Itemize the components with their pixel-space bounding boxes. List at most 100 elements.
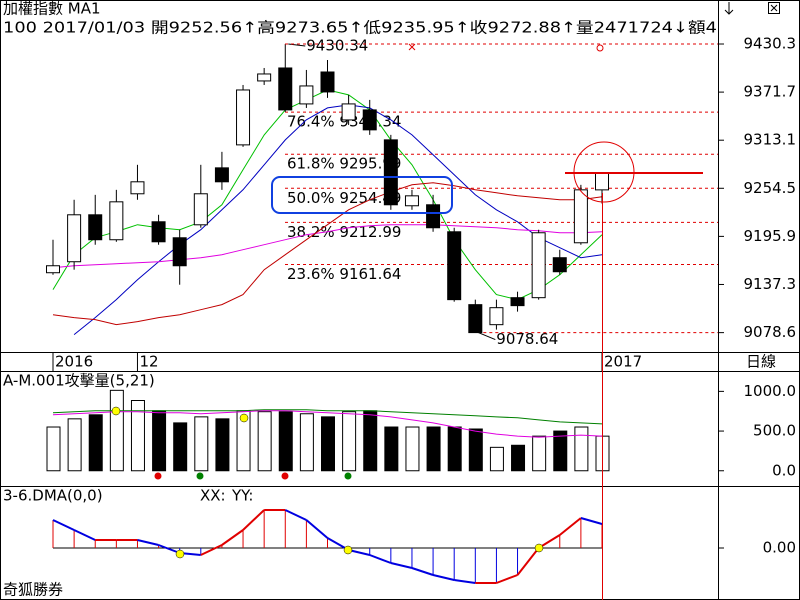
candle-body xyxy=(552,257,567,273)
volume-bar xyxy=(468,428,483,472)
x-tick-label: 12 xyxy=(139,353,158,371)
candle-body xyxy=(109,201,124,241)
highlight-box xyxy=(271,176,453,214)
dma-line xyxy=(516,547,540,576)
y-tick-label: 9078.6 xyxy=(744,323,797,341)
y-tick-label: 1000.0 xyxy=(744,382,797,400)
panel-title: A-M.001攻擊量(5,21) xyxy=(3,372,155,390)
icon[interactable] xyxy=(768,2,780,14)
signal-dot xyxy=(175,549,185,559)
candle-body xyxy=(278,67,293,111)
icon[interactable] xyxy=(724,9,734,15)
level-label: 23.6% 9161.64 xyxy=(287,265,401,283)
legend-entry: YY: xyxy=(231,487,253,505)
candle-body xyxy=(531,232,546,299)
y-tick-label: 9430.3 xyxy=(744,35,797,53)
volume-bar xyxy=(173,422,188,472)
candle-body xyxy=(362,109,377,131)
level-label: 50.0% 9254.49 xyxy=(287,189,401,207)
volume-bar xyxy=(511,444,526,472)
decorations xyxy=(111,43,703,600)
level-label: 38.2% 9212.99 xyxy=(287,223,401,241)
volume-bar xyxy=(109,389,124,472)
signal-dot xyxy=(111,406,121,416)
candle-body xyxy=(88,214,103,241)
volume-bar xyxy=(194,416,209,472)
candle-body xyxy=(341,103,356,121)
volume-bar xyxy=(215,418,230,472)
candle-body xyxy=(236,89,251,146)
candle-body xyxy=(193,193,208,226)
annotation-label: 9430.34 xyxy=(306,36,368,54)
panel-title: 3-6.DMA(0,0) xyxy=(3,487,103,505)
volume-bar xyxy=(447,426,462,472)
candle-body xyxy=(320,71,335,93)
dma-line xyxy=(242,509,265,531)
signal-dot xyxy=(534,543,544,553)
dma-line xyxy=(158,544,181,554)
y-tick-label: 0.0 xyxy=(772,461,796,479)
volume-bar xyxy=(342,411,357,472)
candle-body xyxy=(172,237,187,267)
volume-bar xyxy=(278,411,293,472)
candle-body xyxy=(573,189,588,244)
candle-body xyxy=(46,265,60,274)
y-tick-label: 500.0 xyxy=(753,422,796,440)
volume-bar xyxy=(321,416,335,472)
annotation-leader xyxy=(478,332,496,341)
volume-bar xyxy=(553,430,568,472)
period-label: 日線 xyxy=(746,353,776,371)
dma-line xyxy=(559,517,582,536)
chart-subtitle: 100 2017/01/03 開9252.56↑高9273.65↑低9235.9… xyxy=(3,19,717,37)
volume-bar xyxy=(405,426,420,472)
signal-dot xyxy=(343,545,353,555)
annotation-label: 9078.64 xyxy=(496,330,558,348)
volume-bar xyxy=(574,426,589,472)
candle-body xyxy=(299,85,314,105)
footer: 奇狐勝券 xyxy=(3,581,63,599)
candle-body xyxy=(257,73,272,82)
signal-dot xyxy=(281,472,289,480)
dma-line xyxy=(137,539,159,546)
volume-bar xyxy=(257,411,272,472)
dma-line xyxy=(411,567,434,576)
volume-bar xyxy=(67,418,82,472)
y-tick-label: 0.00 xyxy=(763,539,796,557)
candle-body xyxy=(426,204,441,229)
dma-line xyxy=(305,519,329,539)
candle-body xyxy=(130,181,145,195)
candle-body xyxy=(489,307,504,326)
dma-line xyxy=(432,574,455,581)
volume-bar xyxy=(299,413,314,472)
dma-line xyxy=(52,519,75,531)
dma-line xyxy=(496,574,518,584)
y-tick-label: 9371.7 xyxy=(744,83,797,101)
volume-bar xyxy=(46,426,61,472)
candle-body xyxy=(214,167,229,183)
candle-body xyxy=(468,304,483,334)
volume-bar xyxy=(384,426,399,472)
dma-line xyxy=(284,509,307,521)
y-tick-label: 9313.1 xyxy=(744,131,797,149)
marker xyxy=(408,43,416,51)
chart-title: 加權指數 MA1 xyxy=(3,0,101,18)
signal-dot xyxy=(196,472,204,480)
volume-bar xyxy=(489,446,504,472)
y-tick-label: 9254.5 xyxy=(744,179,797,197)
candle-body xyxy=(595,172,609,191)
moving-average xyxy=(52,410,603,438)
volume-bar xyxy=(152,410,167,472)
dma-line xyxy=(580,517,603,525)
x-tick-label: 2017 xyxy=(604,353,642,371)
dma-line xyxy=(390,562,413,569)
candle-body xyxy=(383,139,398,206)
moving-average xyxy=(52,409,603,425)
volume-bar xyxy=(532,435,547,472)
legend-entry: XX: xyxy=(200,487,226,505)
candle-body xyxy=(404,195,419,207)
moving-average xyxy=(52,182,603,326)
candle-body xyxy=(67,214,82,263)
volume-bar xyxy=(363,410,378,472)
y-tick-label: 9195.9 xyxy=(744,227,797,245)
